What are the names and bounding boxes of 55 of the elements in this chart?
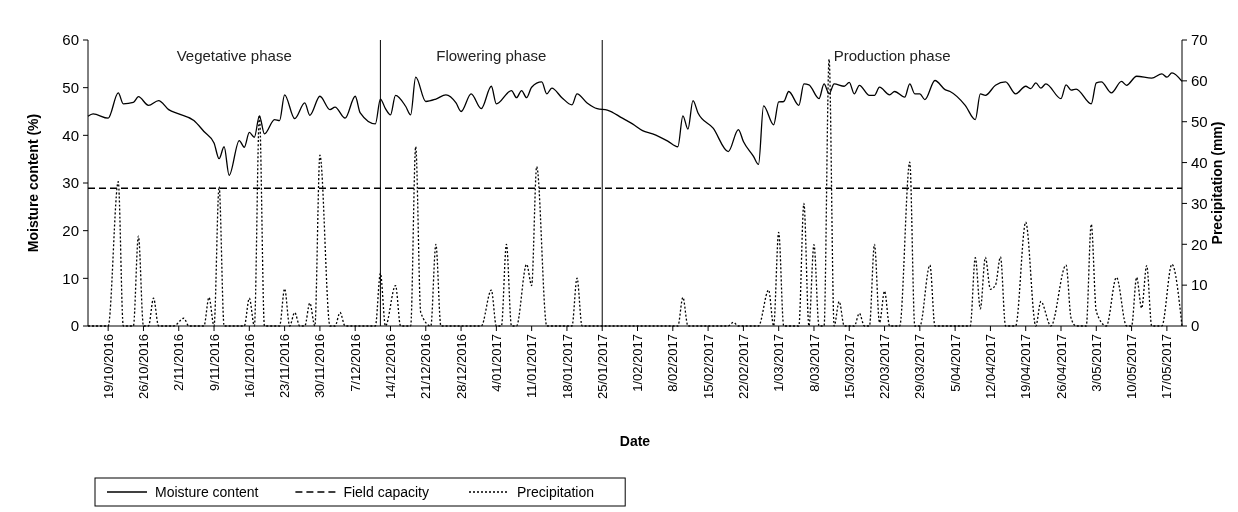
y-tick-label: 30 xyxy=(62,174,79,192)
y2-tick-label: 70 xyxy=(1191,31,1208,49)
annotation: Flowering phase xyxy=(436,47,547,65)
annotation: Production phase xyxy=(833,47,951,65)
x-tick-label: 14/12/2016 xyxy=(383,334,399,400)
x-tick-label: 28/12/2016 xyxy=(453,334,469,400)
y2-tick-label: 10 xyxy=(1191,276,1208,294)
y-tick-label: 50 xyxy=(62,78,79,96)
x-tick-label: 22/02/2017 xyxy=(735,334,751,400)
y-tick-label: 10 xyxy=(62,269,79,287)
x-tick-label: 10/05/2017 xyxy=(1124,334,1140,400)
x-tick-label: 4/01/2017 xyxy=(488,334,504,392)
y2-tick-label: 50 xyxy=(1191,112,1208,130)
x-tick-label: 15/02/2017 xyxy=(700,334,716,400)
x-tick-label: 1/02/2017 xyxy=(630,334,646,392)
x-tick-label: 5/04/2017 xyxy=(947,334,963,392)
y2-tick-label: 40 xyxy=(1191,153,1208,171)
y2-tick-label: 20 xyxy=(1191,235,1208,253)
y2-tick-label: 0 xyxy=(1191,317,1200,335)
x-tick-label: 8/03/2017 xyxy=(806,334,822,392)
x-tick-label: 21/12/2016 xyxy=(418,334,434,400)
x-tick-label: 2/11/2016 xyxy=(171,334,187,391)
y2-axis-title: Precipitation (mm) xyxy=(1209,121,1225,245)
x-tick-label: 18/01/2017 xyxy=(559,334,575,400)
x-tick-label: 22/03/2017 xyxy=(877,334,893,400)
x-tick-label: 15/03/2017 xyxy=(841,334,857,400)
x-tick-label: 19/04/2017 xyxy=(1018,334,1034,400)
x-tick-label: 12/04/2017 xyxy=(982,334,998,400)
y-axis-title: Moisture content (%) xyxy=(25,113,41,253)
legend-label: Field capacity xyxy=(343,483,429,500)
x-tick-label: 8/02/2017 xyxy=(665,334,681,392)
x-tick-label: 19/10/2016 xyxy=(100,334,116,400)
annotation: Vegetative phase xyxy=(176,47,292,65)
x-tick-label: 9/11/2016 xyxy=(206,334,222,391)
x-axis-title: Date xyxy=(619,433,651,449)
x-tick-label: 30/11/2016 xyxy=(312,334,328,399)
y-tick-label: 40 xyxy=(62,126,79,144)
legend-label: Moisture content xyxy=(155,483,259,500)
x-tick-label: 23/11/2016 xyxy=(277,334,293,399)
x-tick-label: 3/05/2017 xyxy=(1088,334,1104,392)
y2-tick-label: 30 xyxy=(1191,194,1208,212)
x-tick-label: 25/01/2017 xyxy=(594,334,610,400)
x-tick-label: 16/11/2016 xyxy=(241,334,257,399)
x-tick-label: 11/01/2017 xyxy=(524,334,540,399)
y-tick-label: 60 xyxy=(62,31,79,49)
x-tick-label: 17/05/2017 xyxy=(1159,334,1175,400)
y-tick-label: 20 xyxy=(62,221,79,239)
x-tick-label: 7/12/2016 xyxy=(347,334,363,392)
y-tick-label: 0 xyxy=(70,317,79,335)
x-tick-label: 26/04/2017 xyxy=(1053,334,1069,400)
x-tick-label: 29/03/2017 xyxy=(912,334,928,400)
y2-tick-label: 60 xyxy=(1191,72,1208,90)
legend-label: Precipitation xyxy=(517,483,595,500)
x-tick-label: 26/10/2016 xyxy=(136,334,152,400)
x-tick-label: 1/03/2017 xyxy=(771,334,787,392)
